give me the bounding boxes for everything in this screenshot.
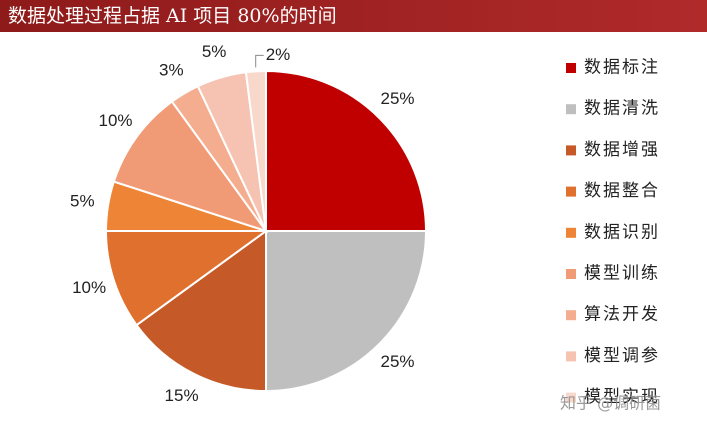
legend-swatch [566,269,576,279]
pie-slice [265,69,428,232]
legend-label: 数据清洗 [584,99,660,119]
pie-slice [135,229,267,393]
data-label: 10% [99,111,133,130]
data-label: 5% [202,42,227,61]
legend-label: 数据识别 [584,222,660,242]
legend-label: 模型训练 [584,264,660,284]
data-label: 25% [381,352,415,371]
data-label: 10% [72,278,106,297]
legend-label: 数据增强 [584,140,660,160]
legend-swatch [566,63,576,73]
data-label: 25% [381,89,415,108]
legend-label: 模型调参 [584,346,660,366]
title-bar [0,0,707,32]
pie-slice [265,230,428,393]
legend-label: 数据整合 [584,181,660,201]
data-label: 15% [165,386,199,405]
data-label: 5% [70,191,95,210]
legend-swatch [566,227,576,238]
legend-swatch [566,145,576,156]
pie-slice [112,100,269,233]
legend-swatch [566,351,576,362]
pie-slice [244,69,267,232]
legend-label: 算法开发 [584,305,660,325]
watermark: 知乎 @调研菌 [560,394,661,413]
legend-label: 数据标注 [584,58,660,78]
leader-line [255,54,264,68]
data-label: 2% [266,45,291,64]
legend-swatch [566,104,576,115]
legend-swatch [566,392,576,403]
legend-label: 模型实现 [584,387,660,407]
legend-swatch [566,186,576,197]
legend-swatch [566,310,576,321]
pie-slice [104,230,270,327]
data-label: 3% [159,60,184,79]
chart-title: 数据处理过程占据 AI 项目 80%的时间 [8,5,337,27]
